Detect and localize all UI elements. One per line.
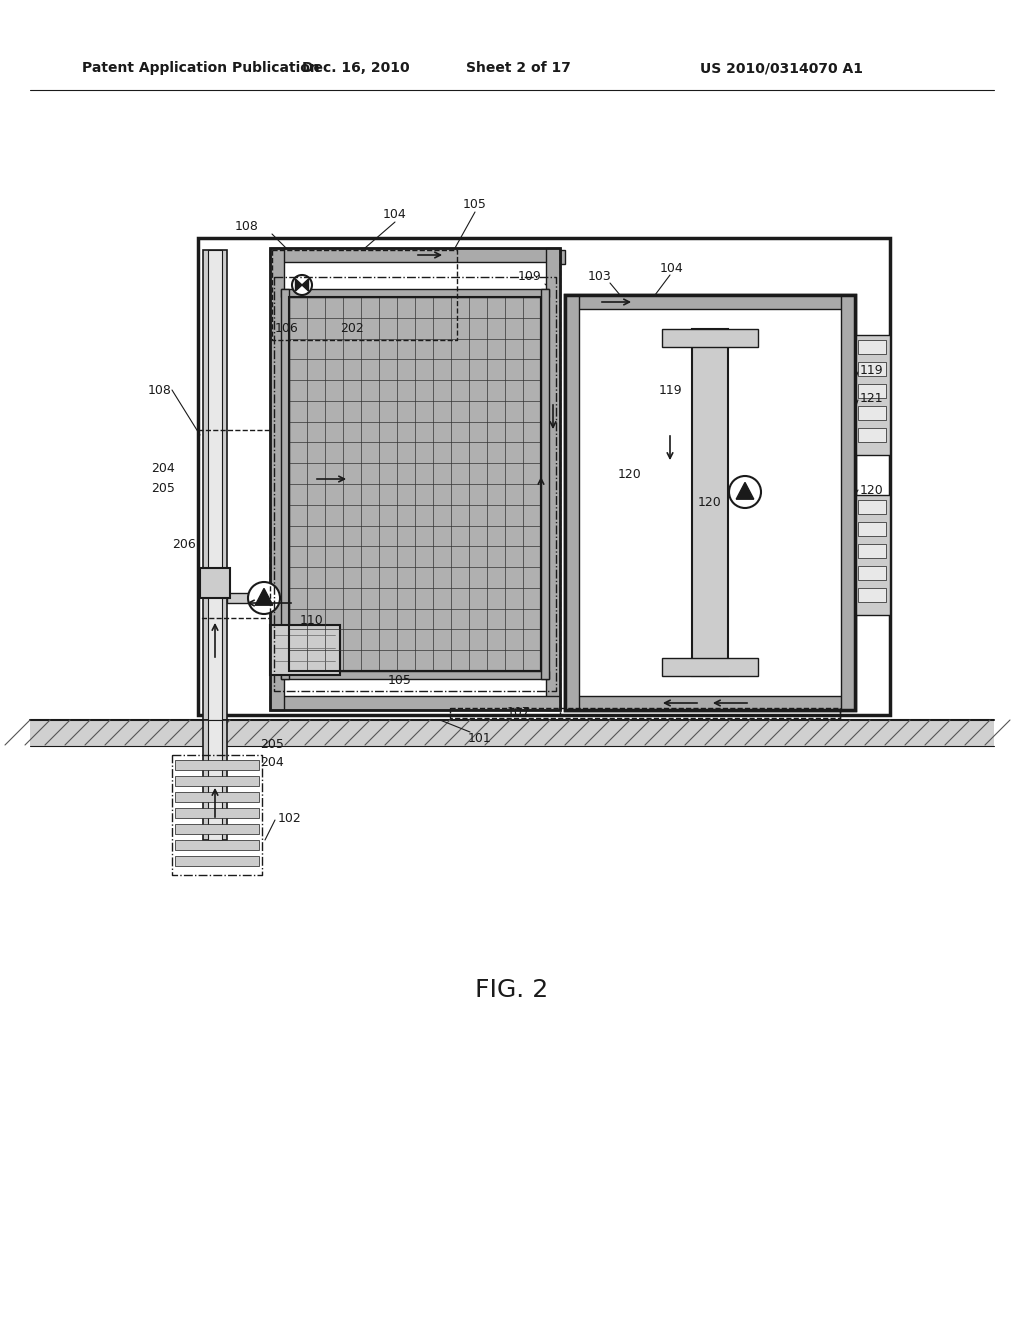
Bar	[203, 719, 227, 840]
Text: FIG. 2: FIG. 2	[475, 978, 549, 1002]
Text: 104: 104	[383, 209, 407, 222]
Bar	[175, 776, 259, 785]
Bar	[175, 840, 259, 850]
Bar	[662, 329, 758, 347]
Bar	[841, 294, 855, 710]
Bar	[565, 294, 579, 710]
Bar	[281, 289, 549, 297]
Text: 119: 119	[860, 363, 884, 376]
Bar	[858, 384, 886, 399]
Text: 205: 205	[152, 482, 175, 495]
Bar	[270, 624, 340, 675]
Bar	[858, 566, 886, 579]
Bar	[270, 248, 560, 261]
Text: 101: 101	[468, 731, 492, 744]
Bar	[858, 544, 886, 558]
Bar	[560, 249, 565, 264]
Bar	[200, 568, 227, 578]
Polygon shape	[736, 482, 754, 499]
Text: 202: 202	[340, 322, 364, 334]
Text: 120: 120	[618, 469, 642, 482]
Text: 108: 108	[236, 219, 259, 232]
Bar	[289, 297, 541, 671]
Text: 204: 204	[152, 462, 175, 474]
Polygon shape	[255, 589, 272, 605]
Text: Dec. 16, 2010: Dec. 16, 2010	[302, 61, 410, 75]
Text: Sheet 2 of 17: Sheet 2 of 17	[466, 61, 570, 75]
Bar	[175, 855, 259, 866]
Text: 103: 103	[588, 271, 612, 284]
Polygon shape	[296, 279, 308, 290]
Text: 104: 104	[660, 261, 684, 275]
Bar	[565, 294, 855, 710]
Text: 105: 105	[388, 673, 412, 686]
Text: 119: 119	[658, 384, 682, 396]
Bar	[203, 249, 227, 719]
Bar	[855, 495, 890, 615]
Bar	[30, 719, 994, 746]
Circle shape	[248, 582, 280, 614]
Bar	[858, 341, 886, 354]
Bar	[858, 407, 886, 420]
Text: 105: 105	[463, 198, 487, 211]
Bar	[270, 248, 284, 710]
Bar	[541, 289, 549, 678]
Text: 102: 102	[278, 812, 302, 825]
Bar	[858, 587, 886, 602]
Bar	[289, 297, 541, 671]
Text: 120: 120	[698, 495, 722, 508]
Circle shape	[729, 477, 761, 508]
Bar	[858, 362, 886, 376]
Text: 109: 109	[518, 271, 542, 284]
Bar	[175, 824, 259, 834]
Text: 108: 108	[148, 384, 172, 396]
Text: 107: 107	[507, 706, 530, 719]
Text: 120: 120	[860, 483, 884, 496]
Text: Patent Application Publication: Patent Application Publication	[82, 61, 319, 75]
Text: US 2010/0314070 A1: US 2010/0314070 A1	[700, 61, 863, 75]
Text: 205: 205	[260, 738, 284, 751]
Bar	[208, 249, 222, 719]
Text: 110: 110	[300, 614, 324, 627]
Bar	[175, 760, 259, 770]
Text: 204: 204	[260, 755, 284, 768]
Bar	[565, 696, 855, 710]
Bar	[858, 500, 886, 513]
Bar	[270, 696, 560, 710]
Bar	[858, 521, 886, 536]
Bar	[208, 719, 222, 840]
Bar	[546, 248, 560, 710]
Bar	[175, 808, 259, 818]
Bar	[692, 329, 728, 676]
Bar	[198, 238, 890, 715]
Bar	[200, 568, 230, 598]
Bar	[281, 289, 289, 678]
Bar	[565, 294, 855, 309]
Bar	[175, 792, 259, 803]
Bar	[227, 593, 264, 603]
Bar	[270, 248, 560, 710]
Text: 206: 206	[172, 539, 196, 552]
Bar	[858, 428, 886, 442]
Bar	[662, 657, 758, 676]
Text: 106: 106	[274, 322, 298, 334]
Circle shape	[292, 275, 312, 294]
Text: 121: 121	[860, 392, 884, 404]
Bar	[855, 335, 890, 455]
Bar	[565, 294, 855, 710]
Bar	[281, 671, 549, 678]
